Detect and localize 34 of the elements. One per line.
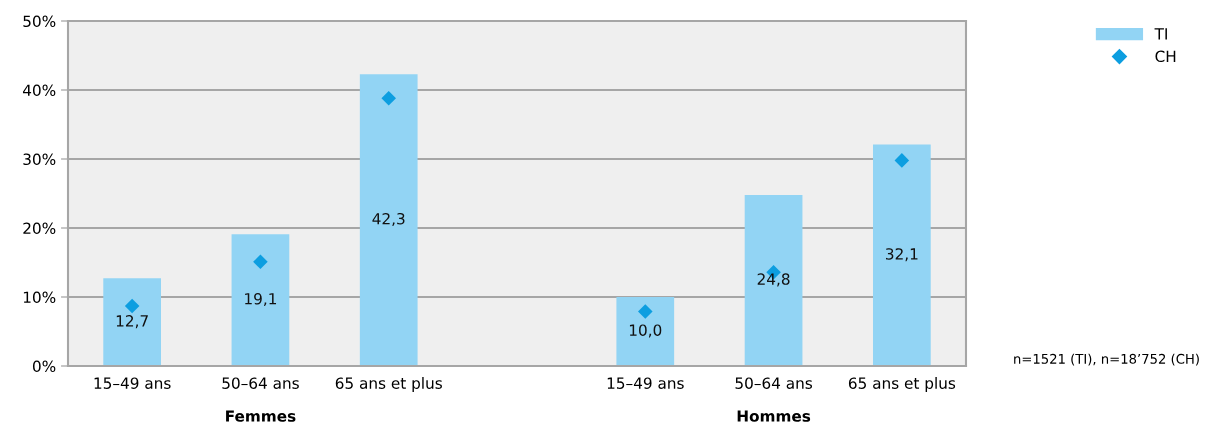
data-label: 42,3 <box>372 212 405 227</box>
text: n=1521 (TI), n=18’752 (CH) <box>1014 353 1199 366</box>
bar <box>103 278 162 366</box>
bar <box>616 297 675 366</box>
text: Hommes <box>737 410 811 422</box>
bar <box>744 194 803 366</box>
point <box>638 304 653 319</box>
y-tick-label: 40% <box>22 84 56 97</box>
point <box>381 91 396 106</box>
data-label: 12,7 <box>116 315 148 329</box>
bar <box>231 234 290 366</box>
y-tick-label: 20% <box>23 222 56 235</box>
x-tick-label: 65 ans et plus <box>335 377 442 392</box>
x-tick-label: 15–49 ans <box>607 377 684 389</box>
point <box>253 254 268 270</box>
data-label: 32,1 <box>886 248 918 262</box>
legend-label: TI <box>1154 28 1167 40</box>
y-tick-label: 10% <box>23 291 56 304</box>
x-tick-label: 15–49 ans <box>94 377 171 389</box>
x-tick-label: 65 ans et plus <box>848 377 956 392</box>
x-tick-label: 50–64 ans <box>735 377 813 389</box>
text: Femmes <box>226 410 296 422</box>
x-tick-label: 50–64 ans <box>222 377 299 389</box>
y-tick-label: 0% <box>32 360 56 373</box>
data-label: 10,0 <box>629 324 662 338</box>
point <box>124 298 140 314</box>
y-tick-label: 50% <box>23 15 56 28</box>
y-tick-label: 30% <box>23 153 56 166</box>
point <box>894 153 910 168</box>
bar <box>872 144 931 366</box>
data-label: 19,1 <box>245 292 277 307</box>
data-label: 24,8 <box>757 273 790 287</box>
legend-label: CH <box>1155 50 1176 63</box>
bar <box>359 74 418 366</box>
